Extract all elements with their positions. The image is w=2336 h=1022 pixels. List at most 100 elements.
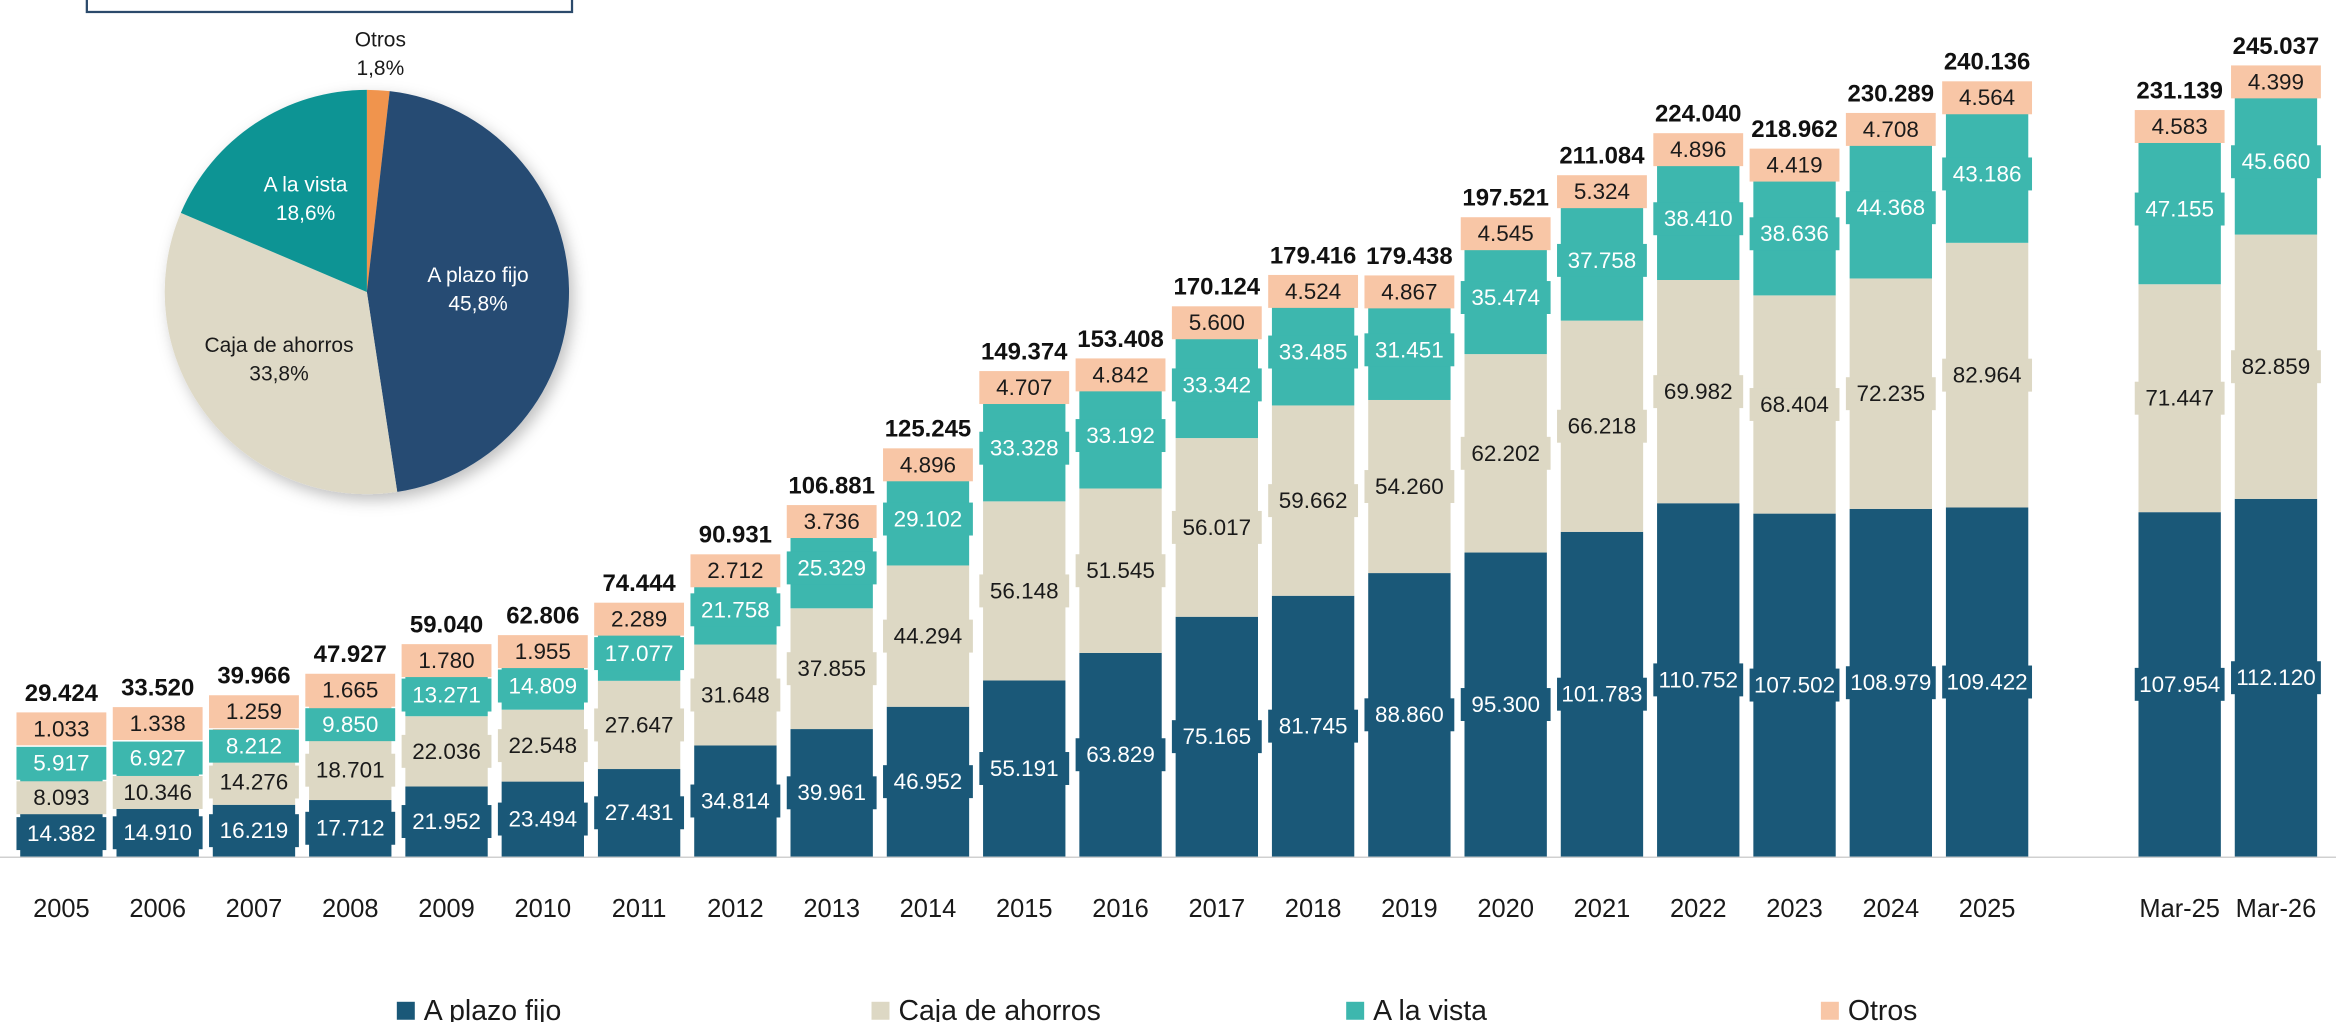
value-label-box: [1845, 191, 1936, 225]
value-label-box: [1171, 720, 1262, 754]
value-label: 56.148: [990, 578, 1059, 603]
value-label: 31.648: [701, 682, 770, 707]
value-label-box: [1653, 202, 1744, 236]
x-tick-label: 2025: [1959, 895, 2016, 923]
value-label: 10.346: [123, 780, 192, 805]
pie-category-label: Caja de ahorros: [204, 334, 353, 357]
pie-slice: [366, 91, 570, 492]
value-label-box: [1171, 510, 1262, 544]
value-label-box: [1942, 157, 2033, 191]
value-label-box: [112, 775, 203, 809]
value-label-box: [1171, 306, 1262, 340]
legend-swatch: [1346, 1001, 1365, 1020]
value-label-box: [497, 802, 588, 836]
value-label: 8.093: [33, 785, 89, 810]
total-label: 170.124: [1174, 274, 1261, 301]
total-label: 153.408: [1077, 326, 1164, 353]
value-label: 21.952: [412, 809, 481, 834]
value-label-box: [209, 729, 299, 763]
value-label-box: [1364, 333, 1455, 367]
value-label: 38.636: [1760, 221, 1829, 246]
legend-swatch: [1820, 1001, 1839, 1020]
pie-category-label: A plazo fijo: [427, 264, 528, 287]
value-label-box: [594, 637, 685, 671]
value-label-box: [2134, 381, 2225, 415]
x-tick-label: 2010: [515, 895, 572, 923]
value-label-box: [401, 644, 492, 678]
value-label-box: [690, 678, 781, 712]
value-label: 29.102: [894, 506, 963, 531]
value-label: 66.218: [1568, 414, 1637, 439]
total-label: 211.084: [1559, 143, 1645, 170]
value-label-box: [786, 652, 877, 686]
x-tick-label: 2007: [226, 895, 283, 923]
legend: A plazo fijo Caja de ahorros A la vista Otr…: [396, 995, 1917, 1022]
value-label-box: [1364, 275, 1455, 309]
x-tick-label: 2013: [803, 895, 860, 923]
value-label: 5.600: [1189, 310, 1245, 335]
value-label: 4.399: [2248, 69, 2304, 94]
x-tick-label: 2012: [707, 895, 764, 923]
pie-layer: Otros 1,8% A plazo fijo 45,8% Caja de ahorro…: [164, 28, 570, 495]
value-label: 69.982: [1664, 379, 1733, 404]
value-label: 2.289: [611, 607, 667, 632]
frame-box: [85, 0, 574, 14]
value-label: 112.120: [2236, 665, 2316, 690]
x-tick-label: Mar-26: [2236, 895, 2317, 923]
value-label: 6.927: [130, 745, 186, 770]
total-label: 245.037: [2233, 33, 2320, 60]
total-label: 39.966: [217, 663, 290, 690]
total-label: 47.927: [314, 641, 387, 668]
value-label: 47.155: [2145, 196, 2214, 221]
value-label: 37.855: [797, 656, 866, 681]
value-label: 72.235: [1856, 381, 1925, 406]
value-label: 4.564: [1959, 85, 2015, 110]
value-label: 71.447: [2145, 386, 2214, 411]
value-label: 59.662: [1279, 488, 1348, 513]
value-label-box: [16, 712, 107, 746]
label-layer: 2005 14.382 8.093 5.917 1.033 29.424 2006 14.91…: [16, 33, 2321, 923]
legend-label: A plazo fijo: [424, 995, 562, 1022]
total-label: 90.931: [699, 522, 772, 549]
value-label: 1.338: [130, 711, 186, 736]
value-label-box: [1557, 175, 1647, 209]
value-label-box: [1749, 217, 1840, 251]
value-label: 110.752: [1658, 667, 1737, 692]
value-label: 101.783: [1561, 682, 1642, 707]
value-label: 14.382: [27, 821, 96, 846]
value-label: 27.647: [605, 712, 674, 737]
pie-category-label: A la vista: [264, 173, 348, 196]
value-label-box: [1653, 375, 1744, 409]
value-label-box: [1845, 112, 1936, 146]
value-label: 75.165: [1182, 724, 1251, 749]
value-label-box: [209, 814, 299, 848]
x-tick-label: 2014: [900, 895, 957, 923]
value-label-box: [401, 734, 492, 768]
value-label-box: [401, 678, 492, 712]
pie-value-label: 1,8%: [356, 57, 404, 80]
pie-slice: [366, 89, 390, 292]
value-label: 34.814: [701, 788, 770, 813]
value-label-box: [209, 765, 299, 799]
value-label: 25.329: [797, 555, 866, 580]
value-label-box: [497, 635, 588, 669]
value-label-box: [1460, 281, 1551, 314]
value-label-box: [1749, 668, 1840, 702]
value-label-box: [1460, 688, 1551, 722]
value-label-box: [305, 673, 396, 707]
pie-value-label: 33,8%: [249, 363, 308, 386]
value-label: 1.033: [33, 716, 89, 741]
value-label: 63.829: [1086, 742, 1155, 767]
value-label: 108.979: [1850, 670, 1931, 695]
value-label-box: [16, 781, 107, 815]
x-tick-label: 2005: [33, 895, 90, 923]
value-label: 17.712: [316, 816, 385, 841]
value-label: 35.474: [1471, 285, 1540, 310]
value-label-box: [1942, 358, 2033, 392]
x-tick-label: 2019: [1381, 895, 1438, 923]
value-label-box: [2231, 65, 2321, 99]
value-label-box: [1845, 666, 1936, 700]
value-label: 4.867: [1381, 279, 1437, 304]
value-label-box: [497, 729, 588, 763]
